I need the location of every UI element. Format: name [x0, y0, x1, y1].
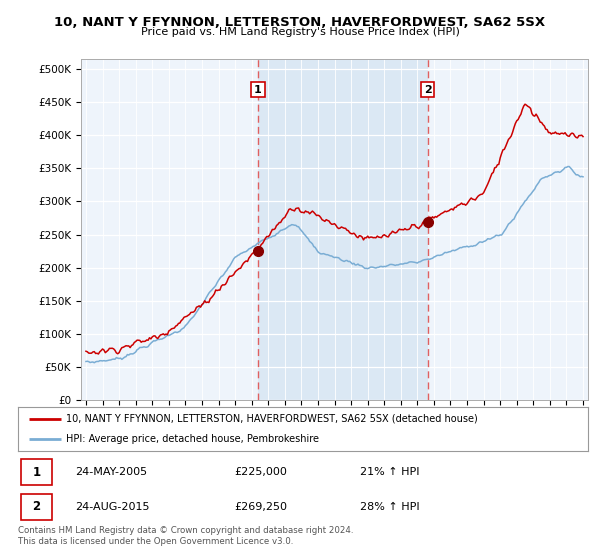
Text: 1: 1: [254, 85, 262, 95]
Text: 24-AUG-2015: 24-AUG-2015: [75, 502, 149, 511]
Text: 2: 2: [424, 85, 431, 95]
Text: 24-MAY-2005: 24-MAY-2005: [75, 468, 147, 477]
Text: HPI: Average price, detached house, Pembrokeshire: HPI: Average price, detached house, Pemb…: [67, 434, 319, 444]
Text: 1: 1: [32, 466, 41, 479]
Text: Price paid vs. HM Land Registry's House Price Index (HPI): Price paid vs. HM Land Registry's House …: [140, 27, 460, 37]
Text: 21% ↑ HPI: 21% ↑ HPI: [360, 468, 419, 477]
Text: 28% ↑ HPI: 28% ↑ HPI: [360, 502, 419, 511]
Text: 2: 2: [32, 500, 41, 513]
Text: 10, NANT Y FFYNNON, LETTERSTON, HAVERFORDWEST, SA62 5SX: 10, NANT Y FFYNNON, LETTERSTON, HAVERFOR…: [55, 16, 545, 29]
FancyBboxPatch shape: [21, 493, 52, 520]
Text: £269,250: £269,250: [235, 502, 287, 511]
FancyBboxPatch shape: [21, 459, 52, 486]
Text: 10, NANT Y FFYNNON, LETTERSTON, HAVERFORDWEST, SA62 5SX (detached house): 10, NANT Y FFYNNON, LETTERSTON, HAVERFOR…: [67, 414, 478, 424]
Bar: [258, 59, 428, 400]
Text: £225,000: £225,000: [235, 468, 287, 477]
Text: Contains HM Land Registry data © Crown copyright and database right 2024.
This d: Contains HM Land Registry data © Crown c…: [18, 526, 353, 546]
